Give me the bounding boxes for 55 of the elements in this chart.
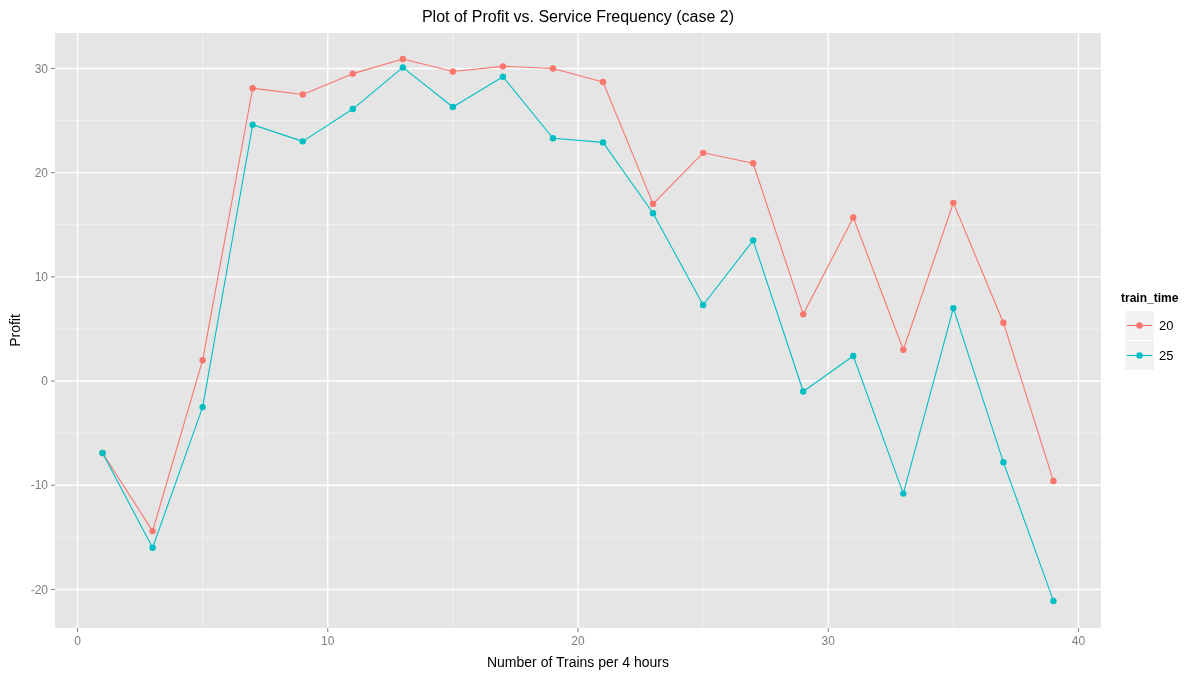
legend-label: 20 (1159, 318, 1174, 334)
point (449, 103, 457, 111)
point (749, 160, 757, 167)
point (900, 346, 907, 353)
point (800, 311, 807, 318)
point (299, 138, 306, 145)
point (249, 85, 256, 92)
x-tick-label: 20 (571, 634, 585, 648)
point (249, 121, 256, 128)
point (499, 73, 507, 80)
point (800, 388, 807, 395)
y-tick-label: 20 (34, 165, 49, 180)
point (699, 301, 707, 309)
point (549, 135, 557, 142)
point (549, 65, 557, 72)
point (850, 214, 857, 221)
y-axis-title: Profit (7, 314, 23, 347)
point (149, 544, 156, 551)
point (199, 403, 206, 411)
point (649, 200, 657, 208)
point (1050, 597, 1057, 605)
point (699, 149, 707, 157)
point (349, 105, 356, 113)
point (399, 55, 407, 63)
point (199, 357, 206, 364)
point (1050, 477, 1057, 485)
point (499, 63, 507, 70)
point (449, 68, 457, 75)
y-tick-label: -10 (30, 478, 49, 493)
x-tick-label: 40 (1071, 634, 1086, 648)
x-tick-label: 0 (74, 634, 82, 648)
x-axis-title: Number of Trains per 4 hours (486, 654, 670, 670)
point (900, 490, 907, 497)
point (850, 352, 857, 360)
legend-label: 25 (1159, 348, 1174, 364)
x-tick-label: 30 (821, 634, 836, 648)
point (950, 199, 957, 207)
point (749, 237, 757, 244)
point (299, 91, 306, 98)
point (149, 527, 156, 535)
point (599, 139, 607, 146)
y-tick-label: 30 (34, 61, 49, 76)
y-tick-label: 0 (41, 374, 49, 389)
point (599, 78, 607, 86)
point (1000, 459, 1007, 466)
point (1000, 319, 1007, 326)
point (649, 210, 657, 217)
chart-title: Plot of Profit vs. Service Frequency (case 2) (421, 8, 735, 25)
point (399, 64, 407, 71)
point (349, 70, 356, 77)
y-tick-label: 10 (34, 270, 49, 285)
y-tick-label: -20 (30, 582, 49, 597)
legend-title: train_time (1121, 291, 1179, 305)
x-tick-label: 10 (321, 634, 335, 648)
point (950, 304, 957, 312)
